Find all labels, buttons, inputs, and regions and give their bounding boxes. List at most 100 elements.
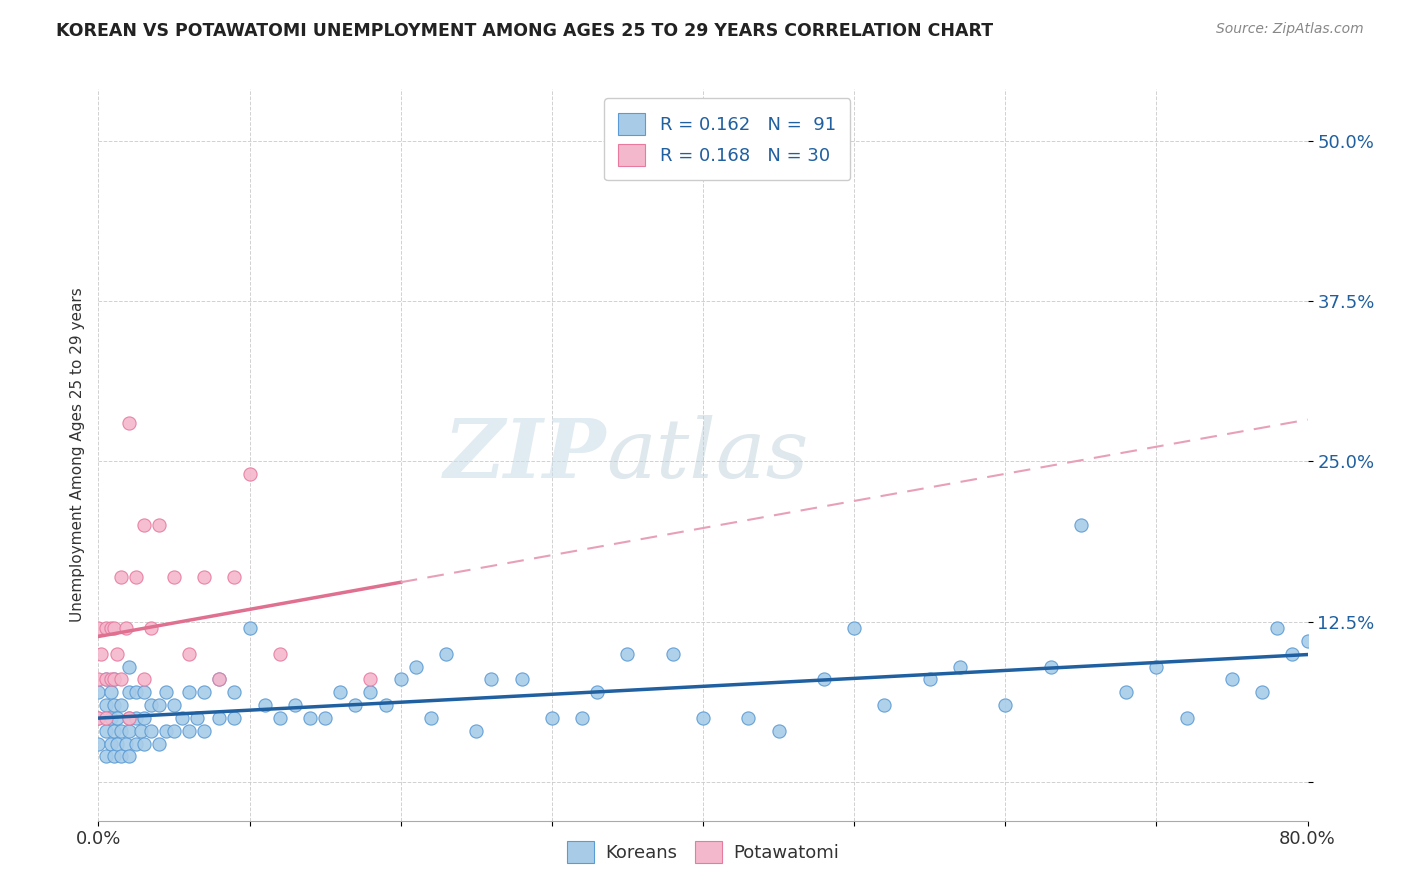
Point: [269, 711, 291, 725]
Point: [179, 685, 201, 699]
Point: [1070, 518, 1092, 533]
Point: [844, 621, 866, 635]
Point: [329, 685, 352, 699]
Point: [239, 621, 262, 635]
Point: [141, 621, 163, 635]
Point: [540, 711, 562, 725]
Point: [284, 698, 307, 713]
Point: [94, 698, 117, 713]
Point: [110, 673, 132, 687]
Point: [193, 685, 215, 699]
Point: [163, 570, 186, 584]
Point: [163, 723, 186, 738]
Point: [87, 673, 110, 687]
Point: [94, 711, 117, 725]
Point: [1039, 659, 1062, 673]
Point: [110, 698, 132, 713]
Point: [103, 673, 125, 687]
Point: [179, 647, 201, 661]
Point: [269, 647, 291, 661]
Point: [186, 711, 208, 725]
Point: [1296, 634, 1319, 648]
Point: [103, 723, 125, 738]
Point: [314, 711, 336, 725]
Point: [100, 737, 122, 751]
Point: [141, 723, 163, 738]
Point: [114, 621, 136, 635]
Point: [420, 711, 443, 725]
Point: [239, 467, 262, 482]
Text: Source: ZipAtlas.com: Source: ZipAtlas.com: [1216, 22, 1364, 37]
Point: [94, 673, 117, 687]
Point: [224, 570, 246, 584]
Point: [148, 698, 170, 713]
Point: [918, 673, 941, 687]
Point: [1267, 621, 1289, 635]
Point: [1115, 685, 1137, 699]
Point: [125, 570, 148, 584]
Text: ZIP: ZIP: [444, 415, 606, 495]
Point: [768, 723, 790, 738]
Point: [299, 711, 322, 725]
Point: [1175, 711, 1198, 725]
Point: [94, 723, 117, 738]
Point: [873, 698, 896, 713]
Point: [103, 698, 125, 713]
Point: [87, 621, 110, 635]
Point: [994, 698, 1017, 713]
Point: [481, 673, 503, 687]
Point: [179, 723, 201, 738]
Point: [125, 737, 148, 751]
Point: [193, 723, 215, 738]
Point: [118, 685, 141, 699]
Point: [125, 711, 148, 725]
Point: [224, 711, 246, 725]
Point: [253, 698, 276, 713]
Point: [132, 518, 155, 533]
Point: [118, 711, 141, 725]
Point: [208, 711, 231, 725]
Point: [360, 673, 382, 687]
Point: [114, 737, 136, 751]
Point: [100, 685, 122, 699]
Point: [87, 711, 110, 725]
Point: [100, 711, 122, 725]
Point: [616, 647, 638, 661]
Point: [132, 711, 155, 725]
Point: [586, 685, 609, 699]
Point: [129, 723, 152, 738]
Point: [434, 647, 457, 661]
Point: [661, 647, 683, 661]
Point: [105, 711, 128, 725]
Point: [100, 673, 122, 687]
Point: [813, 673, 835, 687]
Point: [87, 711, 110, 725]
Point: [148, 518, 170, 533]
Point: [208, 673, 231, 687]
Point: [949, 659, 972, 673]
Point: [110, 570, 132, 584]
Point: [510, 673, 533, 687]
Point: [105, 737, 128, 751]
Point: [1144, 659, 1167, 673]
Point: [132, 737, 155, 751]
Text: KOREAN VS POTAWATOMI UNEMPLOYMENT AMONG AGES 25 TO 29 YEARS CORRELATION CHART: KOREAN VS POTAWATOMI UNEMPLOYMENT AMONG …: [56, 22, 994, 40]
Point: [571, 711, 593, 725]
Point: [100, 621, 122, 635]
Point: [374, 698, 396, 713]
Point: [118, 723, 141, 738]
Point: [118, 659, 141, 673]
Point: [141, 698, 163, 713]
Point: [163, 698, 186, 713]
Point: [1251, 685, 1274, 699]
Point: [90, 647, 112, 661]
Point: [224, 685, 246, 699]
Point: [389, 673, 412, 687]
Point: [155, 723, 177, 738]
Point: [87, 737, 110, 751]
Point: [737, 711, 759, 725]
Point: [1281, 647, 1303, 661]
Point: [155, 685, 177, 699]
Legend: Koreans, Potawatomi: Koreans, Potawatomi: [560, 834, 846, 870]
Point: [193, 570, 215, 584]
